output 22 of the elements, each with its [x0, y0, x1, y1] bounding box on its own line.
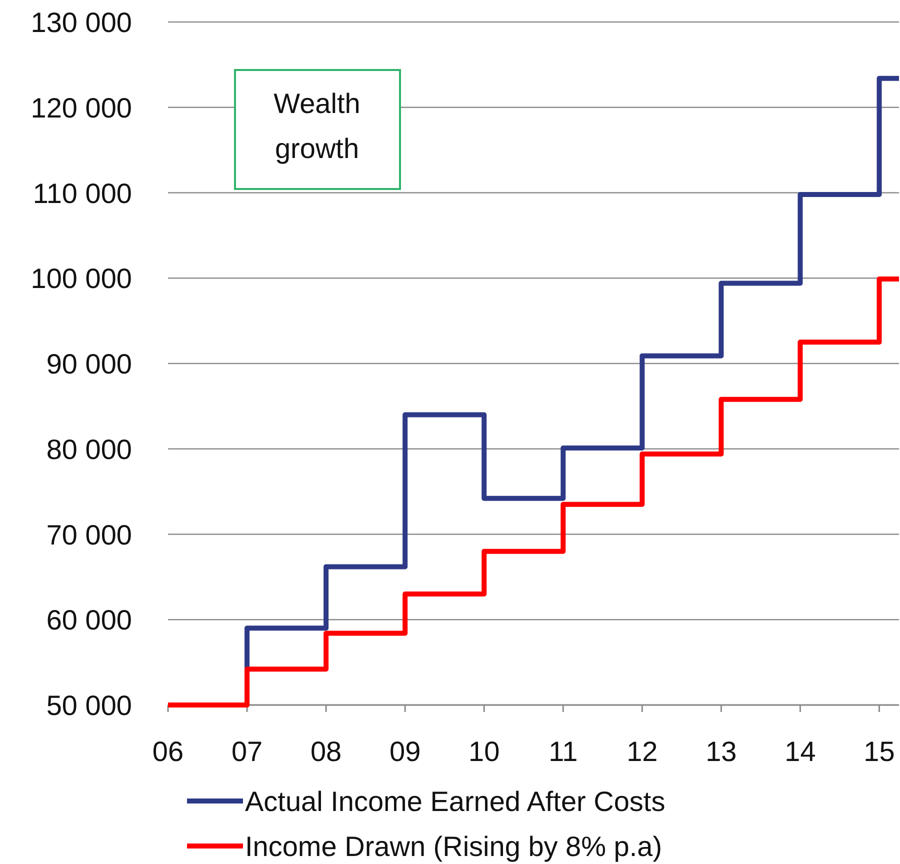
y-tick-label: 130 000: [30, 7, 132, 38]
x-tick-label: 12: [626, 736, 658, 767]
x-tick-label: 07: [231, 736, 263, 767]
y-tick-label: 100 000: [30, 263, 132, 294]
y-tick-label: 80 000: [46, 434, 132, 465]
x-tick-label: 14: [784, 736, 816, 767]
y-tick-label: 120 000: [30, 92, 132, 124]
legend-label: Actual Income Earned After Costs: [245, 786, 666, 817]
x-tick-label: 08: [310, 736, 342, 767]
y-tick-label: 60 000: [46, 604, 132, 636]
legend-label: Income Drawn (Rising by 8% p.a): [245, 831, 662, 862]
x-tick-label: 09: [390, 736, 421, 767]
x-tick-label: 11: [548, 736, 578, 767]
x-tick-label: 10: [468, 736, 500, 767]
y-tick-label: 70 000: [46, 519, 132, 550]
annotation: Wealth growth: [274, 88, 360, 164]
y-tick-label: 90 000: [46, 348, 132, 380]
y-tick-label: 110 000: [32, 178, 132, 209]
x-tick-label: 15: [864, 736, 895, 767]
x-tick-label: 13: [706, 736, 737, 767]
y-tick-label: 50 000: [46, 690, 132, 721]
x-tick-label: 06: [152, 736, 184, 767]
